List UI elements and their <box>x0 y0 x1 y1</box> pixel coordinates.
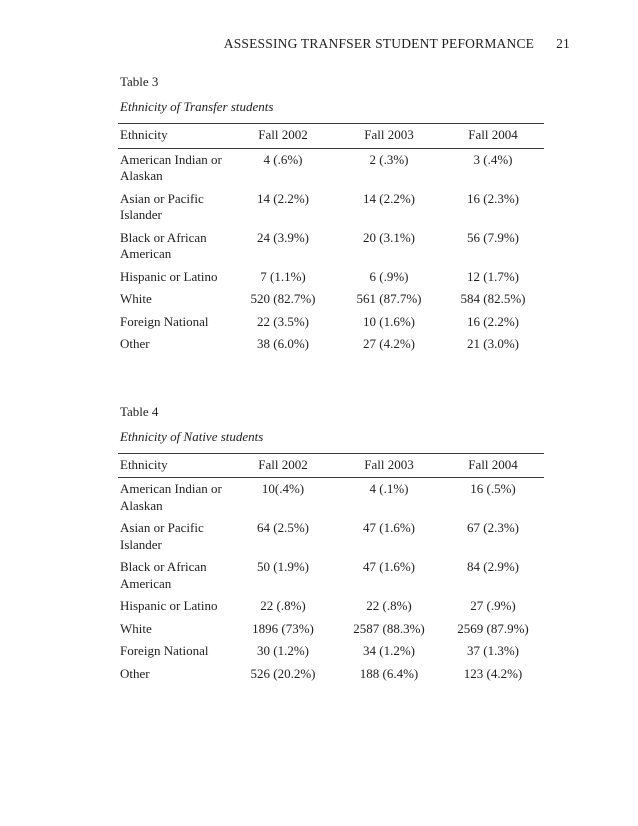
count-cell: 16 (.5%) <box>470 481 516 496</box>
count-cell: 10 (1.6%) <box>363 313 415 329</box>
count-cell: 64 (2.5%) <box>257 520 309 535</box>
count-cell: 16 (2.3%) <box>467 190 519 206</box>
ethnicity-cell: Asian or Pacific Islander <box>120 190 204 223</box>
ethnicity-cell: Black or African American <box>120 229 207 262</box>
count-cell: 47 (1.6%) <box>363 520 415 535</box>
count-cell: 47 (1.6%) <box>363 559 415 574</box>
count-cell: 7 (1.1%) <box>260 268 306 284</box>
ethnicity-cell: Foreign National <box>120 643 209 658</box>
count-cell: 584 (82.5%) <box>460 291 526 306</box>
ethnicity-cell: American Indian or Alaskan <box>120 151 222 184</box>
count-cell: 3 (.4%) <box>473 151 513 167</box>
count-cell: 22 (.8%) <box>260 598 306 613</box>
column-header: Fall 2002 <box>230 452 336 478</box>
count-cell: 20 (3.1%) <box>363 229 415 245</box>
count-cell: 4 (.6%) <box>263 151 303 167</box>
ethnicity-cell: Foreign National <box>120 313 209 329</box>
count-cell: 34 (1.2%) <box>363 643 415 658</box>
ethnicity-cell: White <box>120 291 152 306</box>
count-cell: 24 (3.9%) <box>257 229 309 245</box>
count-cell: 123 (4.2%) <box>463 665 523 681</box>
column-header: Fall 2002 <box>230 123 336 149</box>
count-cell: 1896 (73%) <box>252 620 314 636</box>
running-head: ASSESSING TRANFSER STUDENT PEFORMANCE 21 <box>224 36 570 52</box>
count-cell: 84 (2.9%) <box>467 559 519 574</box>
table-row: Foreign National 30 (1.2%) 34 (1.2%) 37 (1.… <box>118 640 544 663</box>
table-row: Other 38 (6.0%) 27 (4.2%) 21 (3.0%) <box>118 333 544 356</box>
count-cell: 561 (87.7%) <box>356 291 422 306</box>
column-header: Ethnicity <box>118 123 230 149</box>
header-row: Ethnicity Fall 2002 Fall 2003 Fall 2004 <box>118 452 544 478</box>
page-number: 21 <box>556 36 570 51</box>
ethnicity-cell: Other <box>120 336 150 351</box>
count-cell: 67 (2.3%) <box>467 520 519 535</box>
count-cell: 4 (.1%) <box>369 481 409 496</box>
count-cell: 12 (1.7%) <box>467 268 519 284</box>
ethnicity-cell: Hispanic or Latino <box>120 268 218 284</box>
count-cell: 38 (6.0%) <box>257 336 309 351</box>
table-label: Table 3 <box>120 74 159 89</box>
count-cell: 21 (3.0%) <box>467 336 519 351</box>
table-row: American Indian or Alaskan 10(.4%) 4 (.1%)… <box>118 478 544 518</box>
column-header: Fall 2004 <box>442 452 544 478</box>
table-row: American Indian or Alaskan 4 (.6%) 2 (.3%)… <box>118 148 544 188</box>
column-header: Fall 2004 <box>442 123 544 149</box>
table-row: Other 526 (20.2%) 188 (6.4%) 123 (4.2%) <box>118 663 544 686</box>
ethnicity-transfer-table: Ethnicity Fall 2002 Fall 2003 Fall 2004 Amer… <box>118 123 544 356</box>
table-row: Hispanic or Latino 22 (.8%) 22 (.8%) 27 (.9… <box>118 595 544 618</box>
count-cell: 526 (20.2%) <box>250 665 316 681</box>
count-cell: 14 (2.2%) <box>257 190 309 206</box>
table-row: White 520 (82.7%) 561 (87.7%) 584 (82.5%) <box>118 288 544 311</box>
count-cell: 2587 (88.3%) <box>353 620 425 636</box>
column-header: Fall 2003 <box>336 452 442 478</box>
table-row: Asian or Pacific Islander 14 (2.2%) 14 (2.… <box>118 188 544 227</box>
count-cell: 14 (2.2%) <box>363 190 415 206</box>
table-row: Black or African American 50 (1.9%) 47 (1.… <box>118 556 544 595</box>
table-caption: Ethnicity of Transfer students <box>120 99 274 114</box>
count-cell: 2569 (87.9%) <box>457 620 529 636</box>
ethnicity-cell: Asian or Pacific Islander <box>120 520 204 552</box>
count-cell: 30 (1.2%) <box>257 643 309 658</box>
running-head-title: ASSESSING TRANFSER STUDENT PEFORMANCE <box>223 36 535 51</box>
ethnicity-cell: American Indian or Alaskan <box>120 481 222 513</box>
count-cell: 6 (.9%) <box>369 268 409 284</box>
count-cell: 10(.4%) <box>261 481 305 496</box>
page-content: Table 3 Ethnicity of Transfer students E… <box>118 74 544 685</box>
count-cell: 22 (.8%) <box>366 598 412 613</box>
table-caption: Ethnicity of Native students <box>120 428 264 444</box>
count-cell: 50 (1.9%) <box>257 559 309 574</box>
count-cell: 520 (82.7%) <box>250 291 316 306</box>
ethnicity-cell: Other <box>120 665 150 681</box>
count-cell: 2 (.3%) <box>369 151 409 167</box>
count-cell: 22 (3.5%) <box>257 313 309 329</box>
ethnicity-cell: Hispanic or Latino <box>120 598 218 613</box>
count-cell: 37 (1.3%) <box>467 643 519 658</box>
ethnicity-cell: White <box>120 620 152 636</box>
table-row: Foreign National 22 (3.5%) 10 (1.6%) 16 (2.… <box>118 311 544 334</box>
table-section-transfer: Table 3 Ethnicity of Transfer students E… <box>118 74 544 356</box>
table-section-native: Table 4 Ethnicity of Native students Eth… <box>118 404 544 686</box>
count-cell: 188 (6.4%) <box>359 665 419 681</box>
ethnicity-native-table: Ethnicity Fall 2002 Fall 2003 Fall 2004 Amer… <box>118 452 544 686</box>
ethnicity-cell: Black or African American <box>120 559 207 591</box>
count-cell: 27 (4.2%) <box>363 336 415 351</box>
table-label: Table 4 <box>120 403 159 419</box>
count-cell: 56 (7.9%) <box>467 229 519 245</box>
table-row: Asian or Pacific Islander 64 (2.5%) 47 (1.… <box>118 517 544 556</box>
count-cell: 27 (.9%) <box>470 598 516 613</box>
table-row: Hispanic or Latino 7 (1.1%) 6 (.9%) 12 (1.7… <box>118 266 544 289</box>
count-cell: 16 (2.2%) <box>467 313 519 329</box>
table-row: Black or African American 24 (3.9%) 20 (3.… <box>118 227 544 266</box>
column-header: Fall 2003 <box>336 123 442 149</box>
header-row: Ethnicity Fall 2002 Fall 2003 Fall 2004 <box>118 123 544 149</box>
column-header: Ethnicity <box>118 452 230 478</box>
table-row: White 1896 (73%) 2587 (88.3%) 2569 (87.9%) <box>118 618 544 641</box>
